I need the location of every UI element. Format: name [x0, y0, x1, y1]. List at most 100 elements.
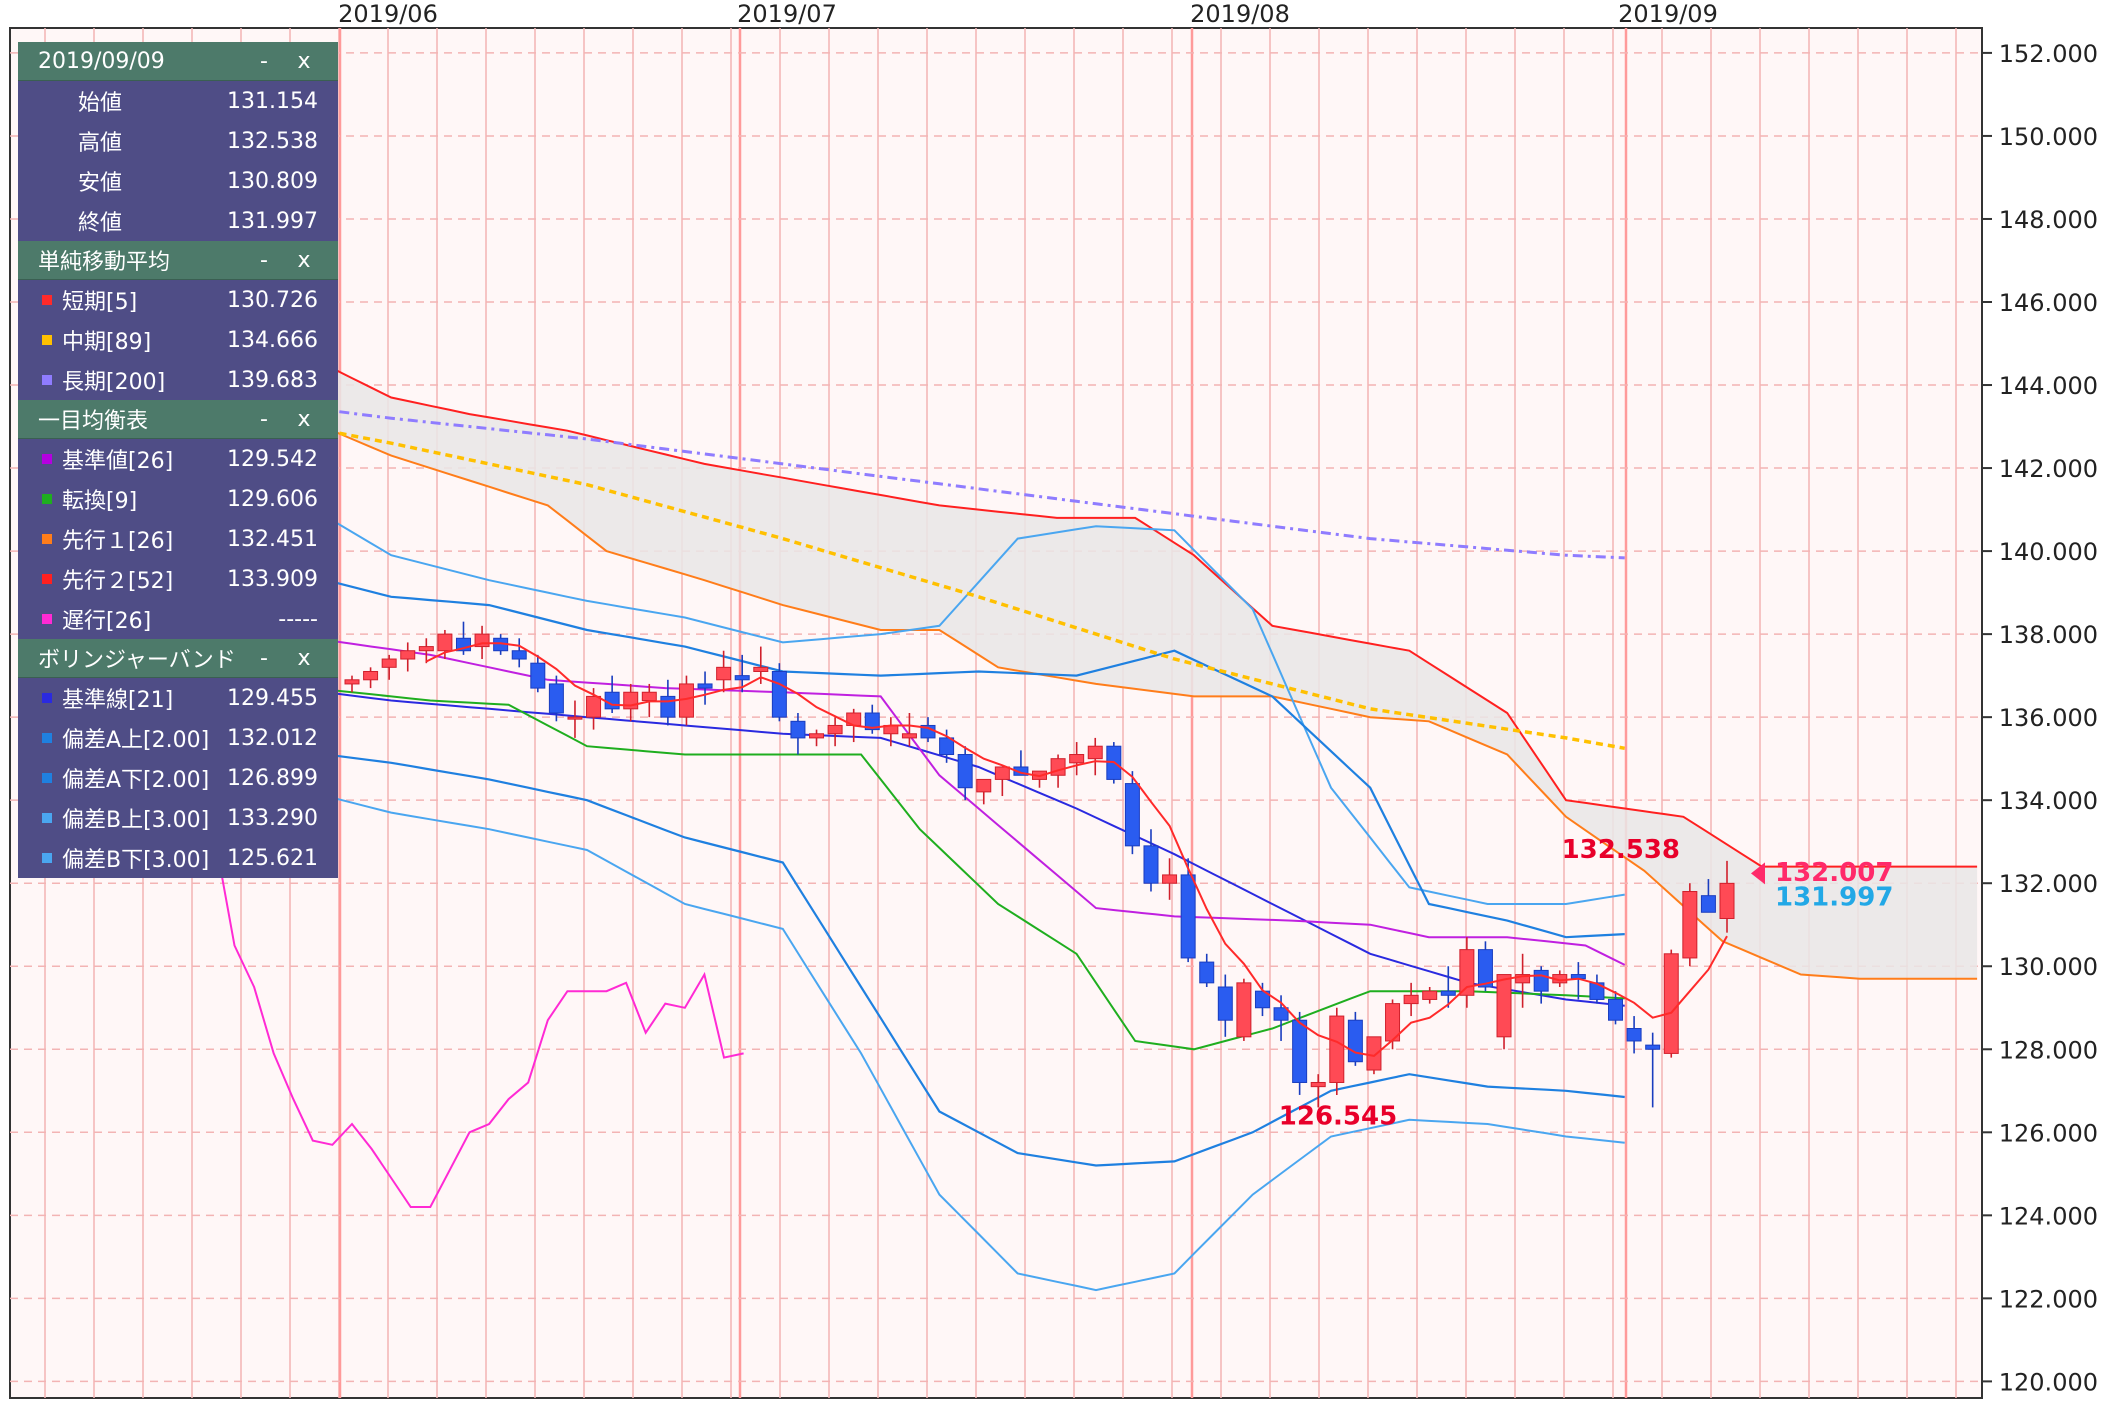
candle-body — [437, 633, 453, 652]
candle-body — [363, 670, 379, 681]
y-tick-label: 130.000 — [1999, 953, 2098, 981]
moving-average-short-line — [425, 642, 1728, 1057]
candle-body — [1533, 969, 1549, 992]
candle-body — [1477, 949, 1493, 988]
indicator-value: 129.455 — [227, 685, 318, 711]
section-minimize-button[interactable]: - — [260, 645, 268, 671]
y-tick-label: 150.000 — [1999, 123, 2098, 151]
section-title: ボリンジャーバンド — [38, 648, 236, 673]
candle-body — [1124, 783, 1140, 847]
indicator-value: 125.621 — [227, 845, 318, 871]
indicator-value: ----- — [278, 606, 318, 632]
indicator-label: 先行１[26] — [62, 529, 174, 554]
legend-swatch — [42, 335, 52, 345]
section-header: ボリンジャーバンド - x — [18, 639, 338, 678]
candle-body — [716, 666, 732, 681]
section-title: 単純移動平均 — [38, 250, 171, 275]
close-price-label: 131.997 — [1775, 882, 1893, 912]
minimize-button[interactable]: - — [260, 48, 268, 74]
y-tick-label: 126.000 — [1999, 1119, 2098, 1147]
candle-body — [1292, 1019, 1308, 1083]
candle-body — [1347, 1019, 1363, 1063]
ohlc-row: 終値 131.997 — [18, 201, 338, 241]
indicator-value: 130.726 — [227, 287, 318, 313]
x-tick-label: 2019/08 — [1190, 0, 1290, 28]
indicator-row: 転換[9] 129.606 — [18, 479, 338, 519]
y-tick-label: 132.000 — [1999, 870, 2098, 898]
ohlc-label: 安値 — [78, 171, 123, 196]
indicator-row: 基準線[21] 129.455 — [18, 678, 338, 718]
y-tick-label: 140.000 — [1999, 538, 2098, 566]
legend-swatch — [42, 454, 52, 464]
candle-body — [734, 675, 750, 681]
section-header: 一目均衡表 - x — [18, 400, 338, 439]
candle-body — [586, 695, 602, 718]
candle-body — [976, 778, 992, 793]
low-annotation: 126.545 — [1279, 1102, 1397, 1132]
section-close-button[interactable]: x — [297, 406, 311, 432]
x-tick-label: 2019/07 — [737, 0, 837, 28]
indicator-value: 129.542 — [227, 446, 318, 472]
candle-body — [1310, 1081, 1326, 1088]
y-tick-label: 152.000 — [1999, 40, 2098, 68]
candle-body — [381, 658, 397, 668]
candle-body — [548, 683, 564, 714]
indicator-row: 先行１[26] 132.451 — [18, 519, 338, 559]
x-tick-label: 2019/06 — [338, 0, 438, 28]
legend-swatch — [42, 853, 52, 863]
indicator-value: 126.899 — [227, 765, 318, 791]
ohlc-value: 131.154 — [227, 88, 318, 114]
x-tick-label: 2019/09 — [1618, 0, 1718, 28]
y-tick-label: 120.000 — [1999, 1368, 2098, 1396]
candle-body — [1700, 895, 1716, 913]
candle-body — [1143, 845, 1159, 884]
candle-body — [567, 716, 583, 720]
ohlc-value: 130.809 — [227, 168, 318, 194]
candle-body — [1180, 874, 1196, 959]
y-tick-label: 144.000 — [1999, 372, 2098, 400]
candle-body — [827, 724, 843, 735]
indicator-row: 先行２[52] 133.909 — [18, 559, 338, 599]
current-price-label: 132.007 — [1775, 858, 1893, 888]
date-header: 2019/09/09 - x — [18, 42, 338, 81]
section-minimize-button[interactable]: - — [260, 406, 268, 432]
ohlc-value: 132.538 — [227, 128, 318, 154]
senkou-span-b-line — [18, 292, 1978, 868]
indicator-label: 偏差B上[3.00] — [62, 808, 210, 833]
candle-body — [1719, 882, 1735, 920]
section-close-button[interactable]: x — [297, 247, 311, 273]
indicator-value: 134.666 — [227, 327, 318, 353]
candle-body — [1162, 874, 1178, 884]
section-minimize-button[interactable]: - — [260, 247, 268, 273]
candle-body — [994, 766, 1010, 780]
legend-swatch — [42, 295, 52, 305]
candle-body — [1608, 998, 1624, 1021]
y-tick-label: 122.000 — [1999, 1285, 2098, 1313]
candle-body — [641, 691, 657, 702]
candle-body — [660, 695, 676, 718]
indicator-value: 133.290 — [227, 805, 318, 831]
indicator-label: 先行２[52] — [62, 569, 174, 594]
legend-swatch — [42, 494, 52, 504]
section-close-button[interactable]: x — [297, 645, 311, 671]
candle-body — [1069, 754, 1085, 764]
candle-body — [753, 666, 769, 672]
close-button[interactable]: x — [297, 48, 311, 74]
candle-body — [1682, 891, 1698, 959]
indicator-label: 転換[9] — [62, 489, 138, 514]
candle-body — [530, 662, 546, 689]
ohlc-value: 131.997 — [227, 208, 318, 234]
ohlc-row: 始値 131.154 — [18, 81, 338, 121]
kumo-cloud — [19, 293, 1978, 979]
candle-body — [1663, 953, 1679, 1054]
date-label: 2019/09/09 — [38, 48, 165, 74]
indicator-value: 132.451 — [227, 526, 318, 552]
legend-swatch — [42, 614, 52, 624]
candle-body — [790, 720, 806, 739]
high-annotation: 132.538 — [1562, 835, 1680, 865]
ohlc-row: 安値 130.809 — [18, 161, 338, 201]
indicator-label: 基準値[26] — [62, 449, 174, 474]
legend-swatch — [42, 773, 52, 783]
